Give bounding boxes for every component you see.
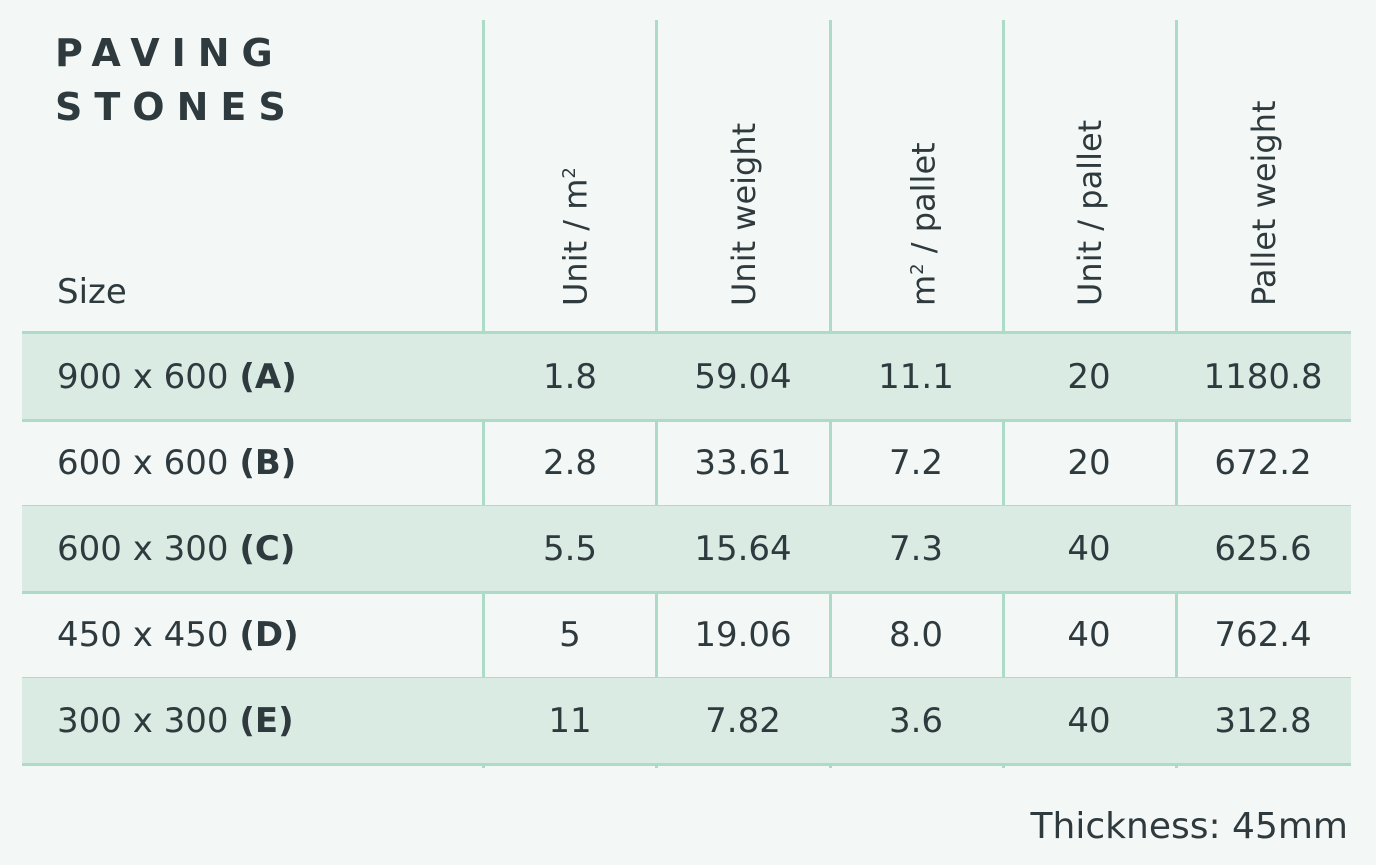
- value-cell: 20: [1067, 443, 1111, 483]
- value-cell: 11: [548, 701, 592, 741]
- value-cell: 20: [1067, 357, 1111, 397]
- value-cell: 312.8: [1214, 701, 1312, 741]
- thickness-note: Thickness: 45mm: [1030, 806, 1348, 847]
- table-row: 900 x 600 (A) 1.8 59.04 11.1 20 1180.8: [22, 334, 1351, 420]
- row-divider: [22, 591, 1351, 594]
- value-cell: 40: [1067, 529, 1111, 569]
- value-cell: 40: [1067, 615, 1111, 655]
- value-cell: 33.61: [694, 443, 792, 483]
- value-cell: 8.0: [888, 615, 944, 655]
- title-line-2: STONES: [55, 85, 298, 129]
- value-cell: 3.6: [888, 701, 944, 741]
- value-cell: 11.1: [878, 357, 954, 397]
- value-cell: 15.64: [694, 529, 792, 569]
- row-divider: [22, 331, 1351, 334]
- value-cell: 625.6: [1214, 529, 1312, 569]
- value-cell: 19.06: [694, 615, 792, 655]
- table-title: PAVING STONES: [55, 26, 298, 134]
- column-header-unit-per-m2: Unit / m2: [556, 167, 595, 306]
- value-cell: 7.3: [888, 529, 944, 569]
- value-cell: 5: [559, 615, 581, 655]
- value-cell: 5.5: [542, 529, 598, 569]
- table-row: 450 x 450 (D) 5 19.06 8.0 40 762.4: [22, 592, 1351, 678]
- size-cell: 300 x 300 (E): [57, 701, 294, 741]
- value-cell: 1.8: [542, 357, 598, 397]
- table-row: 300 x 300 (E) 11 7.82 3.6 40 312.8: [22, 678, 1351, 764]
- size-cell: 600 x 300 (C): [57, 529, 296, 569]
- column-header-unit-weight: Unit weight: [725, 122, 763, 306]
- size-cell: 600 x 600 (B): [57, 443, 297, 483]
- column-header-pallet-weight: Pallet weight: [1245, 100, 1283, 306]
- row-divider: [22, 419, 1351, 422]
- size-cell: 900 x 600 (A): [57, 357, 297, 397]
- value-cell: 7.82: [705, 701, 781, 741]
- value-cell: 672.2: [1214, 443, 1312, 483]
- value-cell: 59.04: [694, 357, 792, 397]
- value-cell: 2.8: [542, 443, 598, 483]
- row-divider: [22, 763, 1351, 766]
- value-cell: 7.2: [888, 443, 944, 483]
- column-header-m2-per-pallet: m2 / pallet: [904, 142, 943, 306]
- value-cell: 762.4: [1214, 615, 1312, 655]
- value-cell: 1180.8: [1203, 357, 1323, 397]
- value-cell: 40: [1067, 701, 1111, 741]
- size-column-header: Size: [57, 272, 127, 312]
- table-row: 600 x 600 (B) 2.8 33.61 7.2 20 672.2: [22, 420, 1351, 506]
- column-header-unit-per-pallet: Unit / pallet: [1071, 119, 1109, 306]
- table-row: 600 x 300 (C) 5.5 15.64 7.3 40 625.6: [22, 506, 1351, 592]
- title-line-1: PAVING: [55, 31, 285, 75]
- size-cell: 450 x 450 (D): [57, 615, 299, 655]
